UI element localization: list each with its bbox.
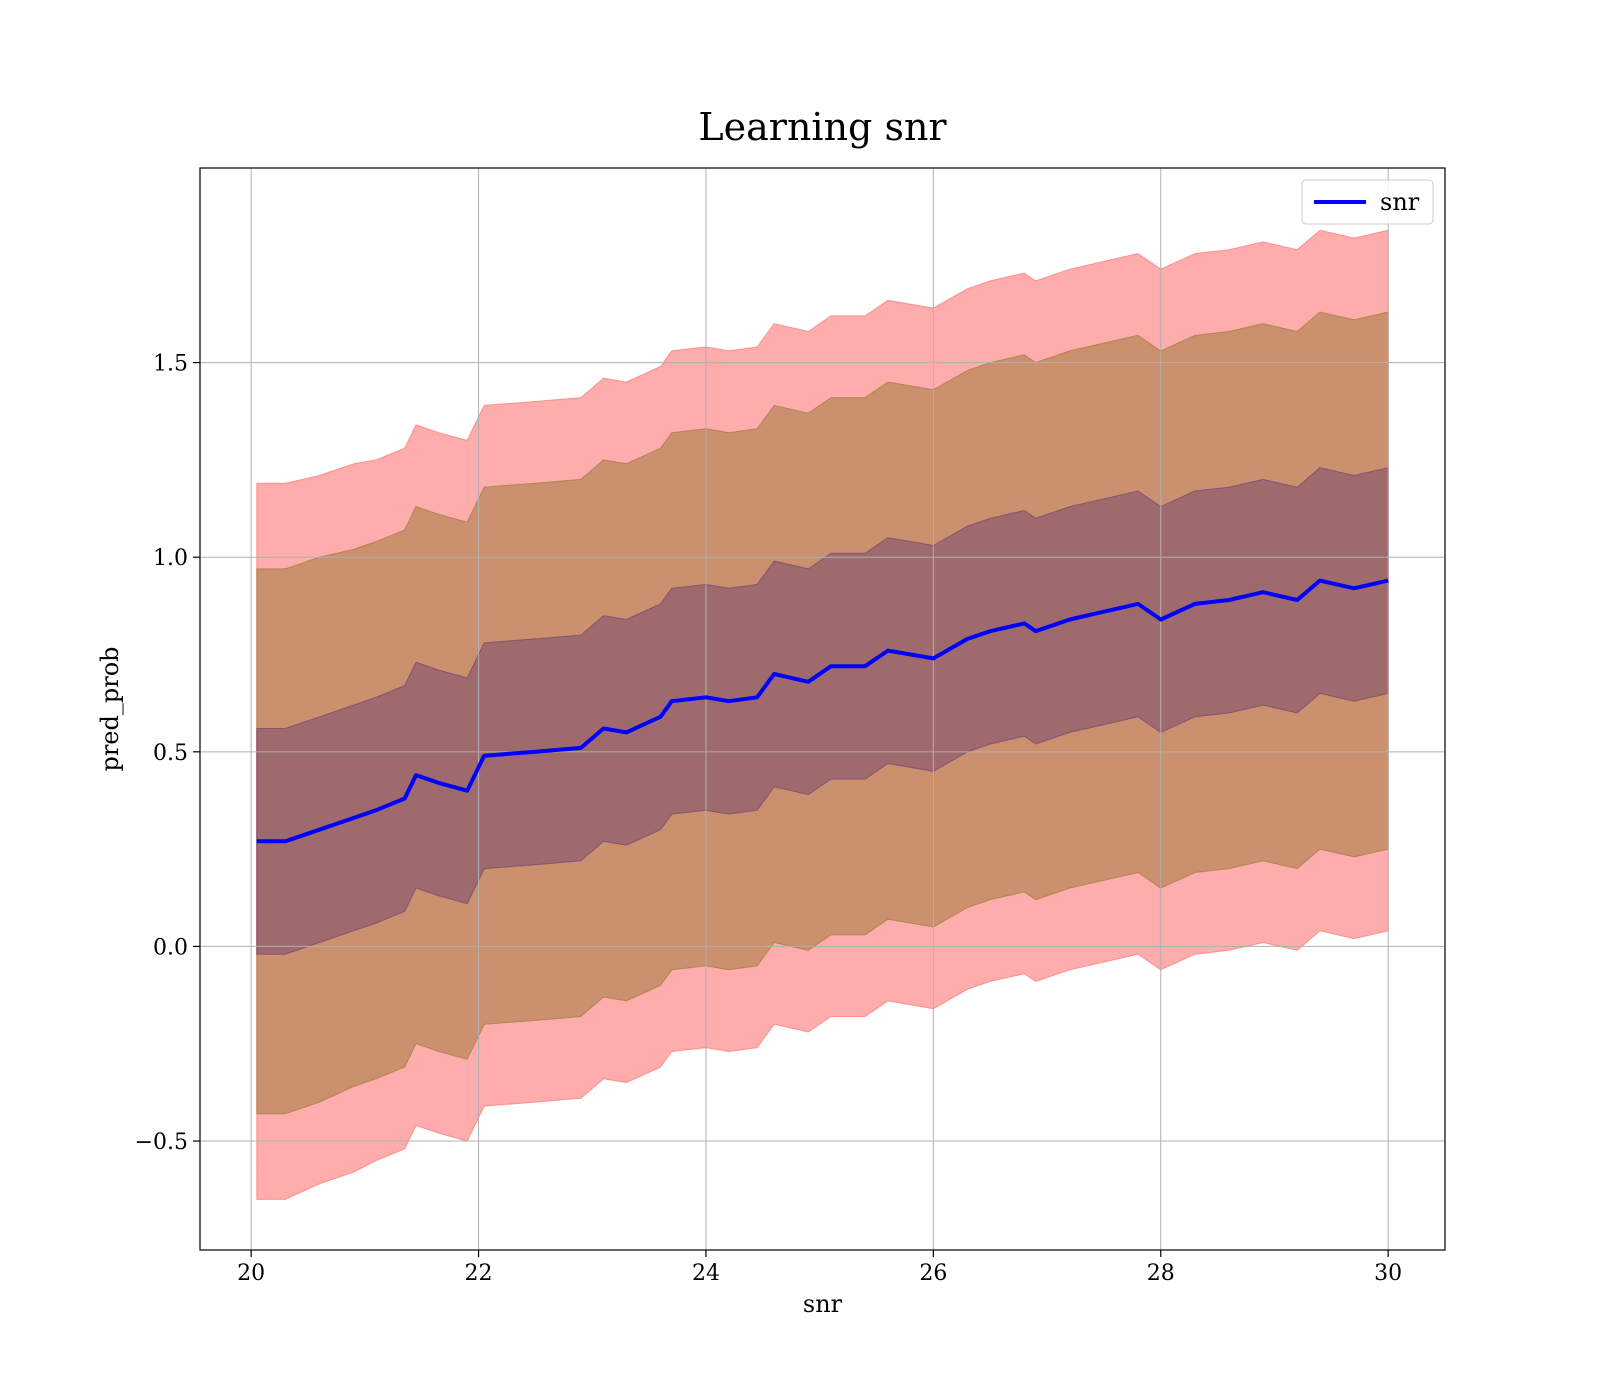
- plot-frame: [199, 167, 1446, 1251]
- y-tick-label: 0.0: [153, 935, 188, 960]
- legend-label-snr: snr: [1380, 188, 1420, 216]
- legend: snr: [1301, 179, 1434, 225]
- y-tick-label: −0.5: [135, 1130, 188, 1155]
- chart-title: Learning snr: [698, 105, 947, 149]
- axis-ticks: 20 22 24 26 28 30 −0.5 0.0 0.5 1.0 1.5: [135, 352, 1403, 1286]
- series-line-snr: [256, 578, 1389, 844]
- y-axis-label: pred_prob: [96, 646, 124, 771]
- y-tick-label: 1.0: [153, 546, 188, 571]
- y-tick-label: 0.5: [153, 741, 188, 766]
- x-tick-label: 20: [237, 1261, 265, 1286]
- x-axis-label: snr: [803, 1290, 843, 1318]
- y-tick-label: 1.5: [153, 352, 188, 377]
- x-tick-label: 24: [692, 1261, 720, 1286]
- x-tick-label: 26: [919, 1261, 947, 1286]
- x-tick-label: 30: [1374, 1261, 1402, 1286]
- grid: [200, 168, 1445, 1250]
- x-tick-label: 28: [1147, 1261, 1175, 1286]
- series-lines: [256, 578, 1389, 844]
- confidence-bands: [256, 229, 1389, 1200]
- x-tick-label: 22: [465, 1261, 493, 1286]
- legend-box: [1301, 179, 1434, 225]
